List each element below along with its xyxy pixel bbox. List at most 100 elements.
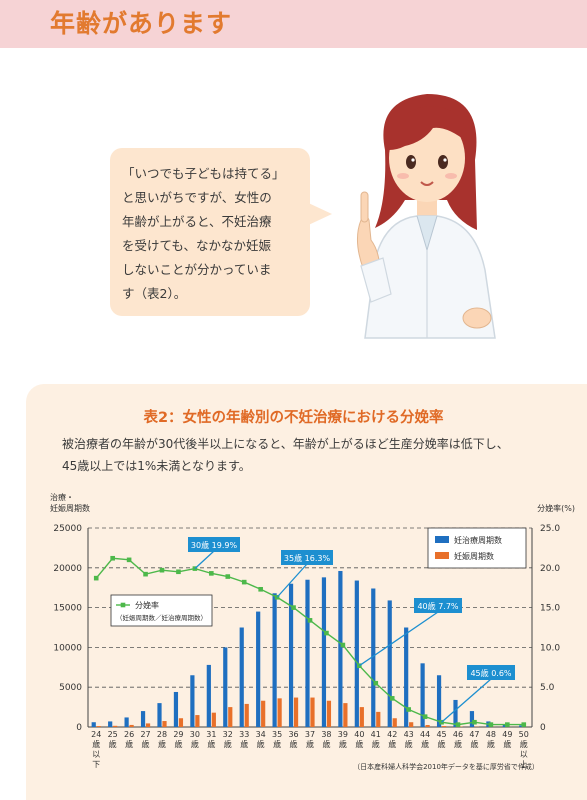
bar-treatment-cycles: [140, 711, 146, 727]
callout-label: 35歳 16.3%: [284, 553, 331, 563]
x-tick-label: 24: [91, 730, 101, 739]
x-tick-label: 27: [140, 730, 150, 739]
delivery-rate-point: [291, 605, 296, 610]
delivery-rate-point: [159, 567, 165, 573]
bar-pregnancy-cycles: [326, 700, 332, 727]
x-tick-label: 歳: [322, 739, 330, 749]
delivery-rate-point: [373, 680, 379, 686]
callout-box: [414, 598, 462, 613]
x-tick-label: 28: [157, 730, 167, 739]
right-tick-label: 0: [540, 723, 546, 733]
x-tick-label: 43: [404, 730, 414, 739]
delivery-rate-point: [389, 696, 395, 701]
x-tick-label: 30: [190, 730, 200, 739]
x-tick-label: 歳: [191, 739, 199, 749]
x-tick-label: 歳: [306, 739, 314, 749]
bar-treatment-cycles: [157, 703, 162, 727]
delivery-rate-point: [324, 630, 329, 636]
x-tick-label: 以: [92, 750, 100, 759]
x-tick-label: 44: [420, 730, 430, 739]
x-tick-label: 歳: [339, 739, 347, 749]
x-tick-label: 歳: [207, 739, 215, 749]
right-tick-label: 15.0: [540, 604, 560, 614]
bar-treatment-cycles: [256, 611, 261, 727]
delivery-rate-point: [209, 571, 214, 576]
x-tick-label: 歳: [421, 739, 429, 749]
x-tick-label: 42: [387, 730, 397, 739]
delivery-rate-point: [340, 642, 346, 648]
left-tick-label: 15000: [53, 604, 82, 614]
x-tick-label: 41: [371, 730, 381, 739]
bar-treatment-cycles: [239, 627, 244, 727]
bar-pregnancy-cycles: [211, 712, 216, 727]
delivery-rate-point: [143, 571, 148, 577]
bar-treatment-cycles: [519, 725, 524, 727]
x-tick-label: 歳: [273, 739, 281, 749]
x-tick-label: 歳: [224, 739, 232, 749]
callout-box: [467, 665, 515, 680]
delivery-rate-point: [225, 574, 231, 579]
bar-treatment-cycles: [91, 722, 96, 727]
right-tick-label: 5.0: [540, 683, 555, 693]
left-tick-label: 0: [76, 723, 82, 733]
delivery-rate-point: [505, 722, 510, 727]
bar-treatment-cycles: [404, 627, 409, 727]
description-line: 45歳以上では1%未満となります。: [62, 459, 251, 473]
delivery-rate-point: [110, 555, 115, 561]
callout-pointer: [441, 678, 492, 723]
delivery-rate-point: [472, 719, 477, 725]
bubble-line: と思いがちですが、女性の: [122, 190, 272, 205]
delivery-rate-point: [258, 586, 263, 592]
x-tick-label: 下: [92, 760, 100, 769]
x-tick-label: 32: [223, 730, 233, 739]
bar-treatment-cycles: [387, 600, 392, 727]
x-tick-label: 38: [321, 730, 331, 739]
x-tick-label: 歳: [438, 739, 446, 749]
x-tick-label: 歳: [454, 739, 462, 749]
bar-pregnancy-cycles: [129, 724, 134, 727]
x-tick-label: 歳: [125, 739, 133, 749]
bar-pregnancy-cycles: [310, 697, 315, 727]
x-tick-label: 48: [486, 730, 496, 739]
left-tick-label: 5000: [59, 683, 82, 693]
delivery-rate-line: [95, 557, 524, 726]
x-tick-label: 37: [305, 730, 315, 739]
delivery-rate-point: [93, 575, 99, 581]
callout-label: 45歳 0.6%: [470, 668, 511, 678]
bubble-line: しないことが分かっていま: [122, 262, 272, 277]
bar-pregnancy-cycles: [392, 718, 397, 727]
x-tick-label: 歳: [290, 739, 298, 749]
x-tick-label: 歳: [405, 739, 413, 749]
x-tick-label: 歳: [355, 739, 363, 749]
delivery-rate-point: [176, 569, 181, 575]
callout-box: [281, 550, 333, 565]
x-tick-label: 39: [338, 730, 348, 739]
right-tick-label: 10.0: [540, 643, 560, 653]
bubble-line: 「いつでも子どもは持てる」: [122, 166, 285, 181]
bar-pregnancy-cycles: [441, 726, 447, 727]
legend-label-rate: 分娩率: [135, 600, 159, 610]
right-axis-title: 分娩率(%): [537, 503, 575, 513]
bar-treatment-cycles: [173, 691, 179, 727]
callout-label: 30歳 19.9%: [191, 540, 238, 550]
bar-pregnancy-cycles: [96, 726, 101, 727]
bar-pregnancy-cycles: [409, 722, 414, 727]
x-tick-label: 歳: [372, 739, 380, 749]
speech-bubble-tail: [302, 200, 332, 228]
bar-treatment-cycles: [436, 675, 442, 727]
x-tick-label: 歳: [470, 739, 478, 749]
x-tick-label: 49: [502, 730, 512, 739]
fertility-chart: 治療・妊娠周期数 分娩率(%) 0 5000 10000 15000 20000 25000 0…: [50, 492, 575, 771]
chart-title: 表2：女性の年齢別の不妊治療における分娩率: [143, 410, 444, 426]
x-tick-label: 歳: [174, 739, 182, 749]
page-header: 年齢があります: [0, 0, 587, 48]
delivery-rate-point: [455, 722, 461, 727]
bubble-line: 年齢が上がると、不妊治療: [122, 214, 272, 229]
bar-pregnancy-cycles: [244, 703, 249, 727]
callout-label: 40歳 7.7%: [417, 601, 458, 611]
right-tick-label: 25.0: [540, 524, 560, 534]
x-tick-label: 以: [520, 750, 528, 759]
bar-pregnancy-cycles: [293, 697, 299, 727]
bar-treatment-cycles: [288, 583, 294, 727]
bar-pregnancy-cycles: [113, 725, 118, 727]
